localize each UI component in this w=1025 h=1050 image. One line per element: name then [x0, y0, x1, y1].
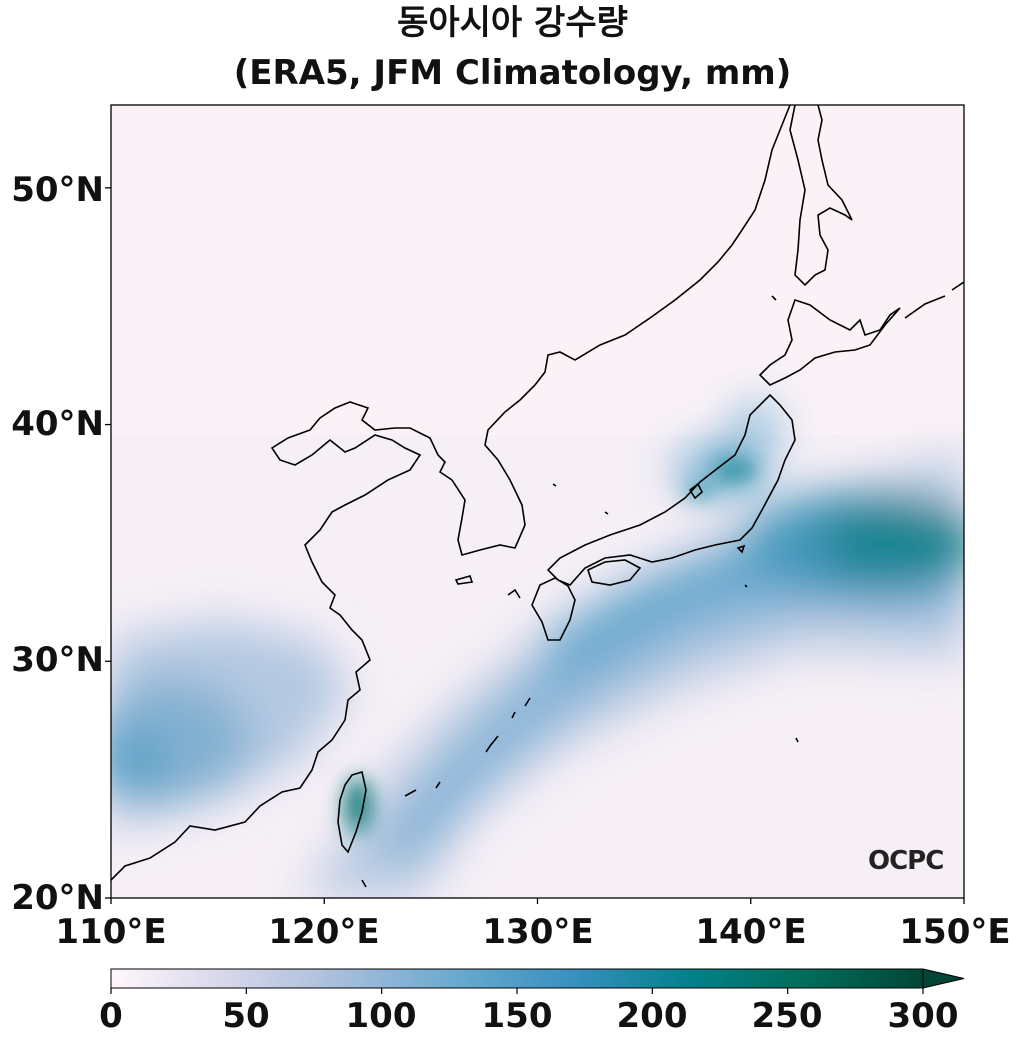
- lon-label-130: 130°E: [482, 912, 594, 952]
- colorbar: [110, 968, 965, 994]
- lat-label-50: 50°N: [11, 170, 104, 210]
- colorbar-label-0: 0: [99, 996, 123, 1036]
- lon-label-140: 140°E: [695, 912, 807, 952]
- lat-label-30: 30°N: [11, 640, 104, 680]
- lat-label-20: 20°N: [11, 878, 104, 918]
- colorbar-label-150: 150: [481, 996, 553, 1036]
- map-subtitle: (ERA5, JFM Climatology, mm): [233, 53, 792, 93]
- coastlines: [111, 105, 964, 888]
- ocpc-logo: OCPC: [868, 846, 944, 876]
- colorbar-label-250: 250: [751, 996, 823, 1036]
- colorbar-label-50: 50: [222, 996, 270, 1036]
- lon-label-120: 120°E: [268, 912, 380, 952]
- colorbar-label-100: 100: [345, 996, 417, 1036]
- lon-label-110: 110°E: [55, 912, 167, 952]
- colorbar-label-300: 300: [887, 996, 959, 1036]
- colorbar-ticks: [110, 988, 924, 994]
- colorbar-label-200: 200: [616, 996, 688, 1036]
- axis-ticks: [105, 187, 965, 904]
- lon-label-150: 150°E: [899, 912, 1011, 952]
- map-title: 동아시아 강수량: [397, 3, 628, 43]
- colorbar-bar: [110, 968, 924, 989]
- colorbar-extend-arrow: [922, 968, 965, 989]
- lat-label-40: 40°N: [11, 404, 104, 444]
- precipitation-field: [111, 105, 964, 898]
